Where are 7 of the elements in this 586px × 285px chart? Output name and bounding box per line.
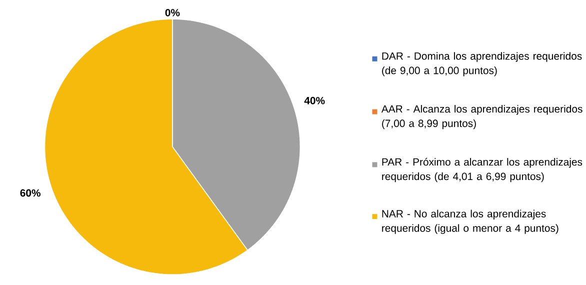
data-label: 60% bbox=[20, 189, 40, 196]
legend-label: DAR - Domina los aprendizajes requeridos (de 9,00 a 10,00 puntos) bbox=[382, 52, 582, 76]
legend-label: PAR - Próximo a alcanzar los aprendizajes requeridos (de 4,01 a 6,99 puntos) bbox=[382, 158, 582, 182]
legend-label: NAR - No alcanza los aprendizajes requeridos (igual o menor a 4 puntos) bbox=[382, 210, 558, 234]
legend-label: AAR - Alcanza los aprendizajes requeridos (7,00 a 8,99 puntos) bbox=[381, 104, 582, 129]
data-label: 40% bbox=[304, 96, 325, 104]
text: 0% bbox=[165, 8, 180, 16]
